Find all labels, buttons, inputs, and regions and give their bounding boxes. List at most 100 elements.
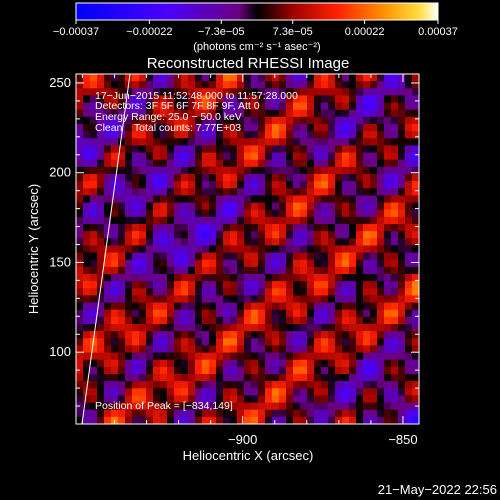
heatmap-cell	[153, 116, 161, 125]
heatmap-cell	[125, 381, 133, 389]
heatmap-cell	[90, 116, 98, 125]
heatmap-cell	[398, 352, 406, 361]
heatmap-cell	[181, 366, 189, 375]
heatmap-cell	[118, 395, 126, 404]
heatmap-cell	[188, 224, 196, 232]
heatmap-cell	[279, 188, 287, 197]
heatmap-cell	[202, 338, 210, 347]
heatmap-cell	[342, 395, 350, 404]
heatmap-cell	[76, 345, 84, 354]
heatmap-cell	[251, 138, 259, 147]
heatmap-cell	[209, 281, 217, 289]
heatmap-cell	[132, 252, 140, 261]
heatmap-cell	[223, 109, 231, 118]
heatmap-cell	[216, 374, 224, 382]
heatmap-cell	[398, 409, 406, 418]
heatmap-cell	[125, 174, 133, 182]
heatmap-cell	[398, 416, 406, 424]
heatmap-cell	[181, 216, 189, 225]
heatmap-cell	[139, 259, 147, 268]
heatmap-cell	[286, 295, 294, 304]
heatmap-cell	[188, 352, 196, 361]
heatmap-cell	[153, 252, 161, 261]
heatmap-cell	[195, 181, 203, 189]
heatmap-cell	[153, 124, 161, 132]
heatmap-cell	[244, 288, 252, 297]
heatmap-cell	[146, 216, 154, 225]
heatmap-cell	[300, 366, 308, 375]
heatmap-cell	[391, 81, 399, 89]
heatmap-cell	[335, 338, 343, 347]
heatmap-cell	[314, 409, 322, 418]
heatmap-cell	[83, 281, 91, 289]
heatmap-cell	[328, 124, 336, 132]
heatmap-cell	[377, 216, 385, 225]
heatmap-cell	[174, 102, 182, 111]
heatmap-cell	[412, 181, 419, 189]
heatmap-cell	[286, 102, 294, 111]
heatmap-cell	[83, 116, 91, 125]
heatmap-cell	[405, 181, 413, 189]
heatmap-cell	[237, 224, 245, 232]
heatmap-cell	[174, 138, 182, 147]
heatmap-cell	[377, 209, 385, 218]
heatmap-cell	[293, 359, 301, 368]
heatmap-cell	[237, 324, 245, 332]
heatmap-cell	[286, 259, 294, 268]
heatmap-cell	[412, 102, 419, 111]
heatmap-cell	[125, 159, 133, 168]
heatmap-cell	[349, 231, 357, 239]
heatmap-cell	[279, 88, 287, 97]
heatmap-cell	[272, 202, 280, 211]
heatmap-cell	[328, 395, 336, 404]
heatmap-cell	[349, 302, 357, 311]
heatmap-cell	[223, 159, 231, 168]
heatmap-cell	[97, 324, 105, 332]
heatmap-cell	[76, 309, 84, 318]
heatmap-cell	[328, 274, 336, 282]
heatmap-cell	[356, 345, 364, 354]
heatmap-cell	[216, 316, 224, 325]
heatmap-cell	[111, 224, 119, 232]
heatmap-cell	[167, 295, 175, 304]
heatmap-cell	[272, 102, 280, 111]
heatmap-cell	[167, 366, 175, 375]
heatmap-cell	[398, 159, 406, 168]
heatmap-cell	[216, 281, 224, 289]
heatmap-cell	[265, 188, 273, 197]
heatmap-cell	[328, 188, 336, 197]
heatmap-cell	[244, 174, 252, 182]
heatmap-cell	[370, 402, 378, 411]
heatmap-cell	[412, 266, 419, 275]
heatmap-cell	[356, 202, 364, 211]
heatmap-cell	[286, 224, 294, 232]
heatmap-cell	[83, 231, 91, 239]
heatmap-cell	[216, 388, 224, 397]
heatmap-cell	[132, 166, 140, 175]
heatmap-cell	[153, 138, 161, 147]
heatmap-cell	[321, 416, 329, 424]
heatmap-cell	[258, 102, 266, 111]
heatmap-cell	[300, 159, 308, 168]
heatmap-cell	[195, 152, 203, 161]
heatmap-cell	[139, 345, 147, 354]
heatmap-cell	[146, 388, 154, 397]
heatmap-cell	[286, 366, 294, 375]
heatmap-cell	[209, 95, 217, 104]
heatmap-cell	[153, 202, 161, 211]
heatmap-cell	[174, 152, 182, 161]
heatmap-cell	[349, 95, 357, 104]
colorbar: −0.00037 −0.00022 −7.3e−05 7.3e−05 0.00022 0.…	[53, 2, 458, 53]
heatmap-cell	[321, 266, 329, 275]
heatmap-cell	[188, 245, 196, 254]
heatmap-cell	[293, 81, 301, 89]
heatmap-cell	[237, 345, 245, 354]
heatmap-cell	[237, 402, 245, 411]
heatmap-cell	[167, 388, 175, 397]
heatmap-cell	[258, 202, 266, 211]
heatmap-cell	[370, 266, 378, 275]
heatmap-cell	[356, 359, 364, 368]
heatmap-cell	[118, 245, 126, 254]
heatmap-cell	[202, 209, 210, 218]
heatmap-cell	[244, 409, 252, 418]
